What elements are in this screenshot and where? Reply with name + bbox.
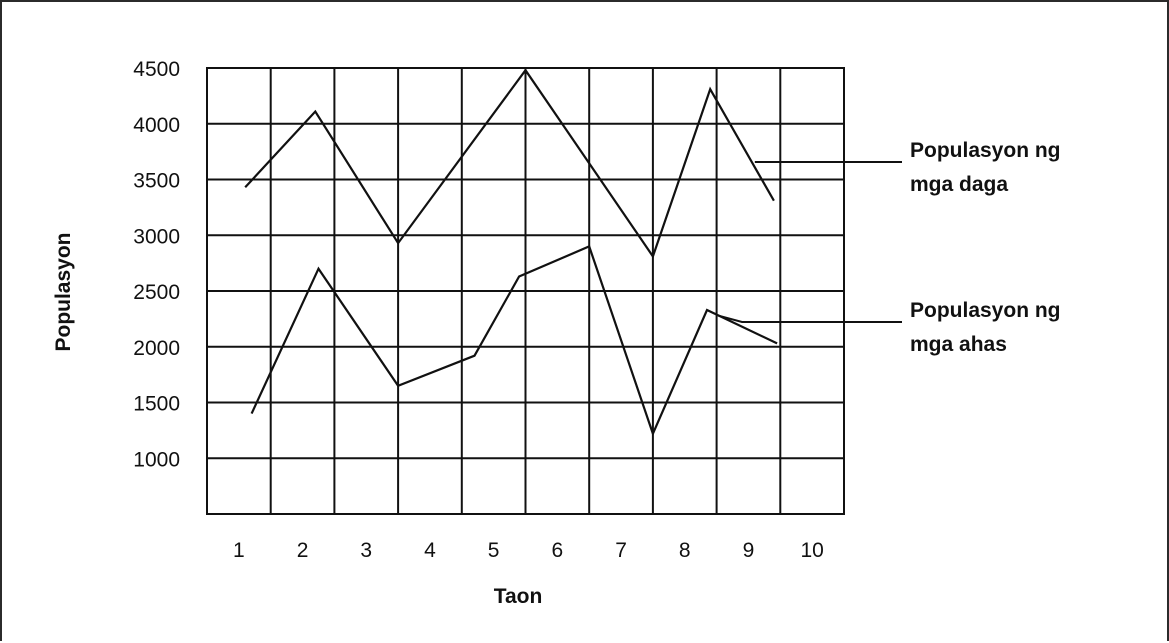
x-axis-title: Taon [494, 585, 543, 608]
x-tick-label: 6 [552, 539, 564, 562]
y-tick-label: 2000 [133, 337, 180, 360]
x-tick-label: 5 [488, 539, 500, 562]
y-tick-label: 3000 [133, 225, 180, 248]
x-tick-label: 7 [615, 539, 627, 562]
legend-label: Populasyon ng [910, 139, 1061, 162]
x-tick-label: 4 [424, 539, 436, 562]
x-axis-ticks: 1 2 3 4 5 6 7 8 9 10 [233, 539, 824, 562]
x-tick-label: 10 [800, 539, 823, 562]
series-line-1 [244, 68, 775, 259]
x-tick-label: 8 [679, 539, 691, 562]
legend-label: mga daga [910, 173, 1008, 196]
plot-grid [206, 67, 845, 515]
series-group [244, 68, 778, 437]
y-tick-label: 4000 [133, 114, 180, 137]
y-axis-ticks: 1000 1500 2000 2500 3000 3500 4000 4500 [133, 58, 180, 471]
y-tick-label: 1500 [133, 393, 180, 416]
legend-label: Populasyon ng [910, 299, 1061, 322]
y-axis-title: Populasyon [52, 232, 75, 351]
y-tick-label: 2500 [133, 281, 180, 304]
legend-label: mga ahas [910, 333, 1007, 356]
x-tick-label: 2 [297, 539, 309, 562]
legend: Populasyon ng mga daga Populasyon ng mga ah… [717, 139, 1061, 356]
y-tick-label: 1000 [133, 448, 180, 471]
x-tick-label: 3 [360, 539, 372, 562]
y-tick-label: 3500 [133, 170, 180, 193]
x-tick-label: 1 [233, 539, 245, 562]
y-tick-label: 4500 [133, 58, 180, 81]
series-line-2 [250, 244, 778, 437]
legend-leader-line [717, 314, 902, 323]
x-tick-label: 9 [743, 539, 755, 562]
